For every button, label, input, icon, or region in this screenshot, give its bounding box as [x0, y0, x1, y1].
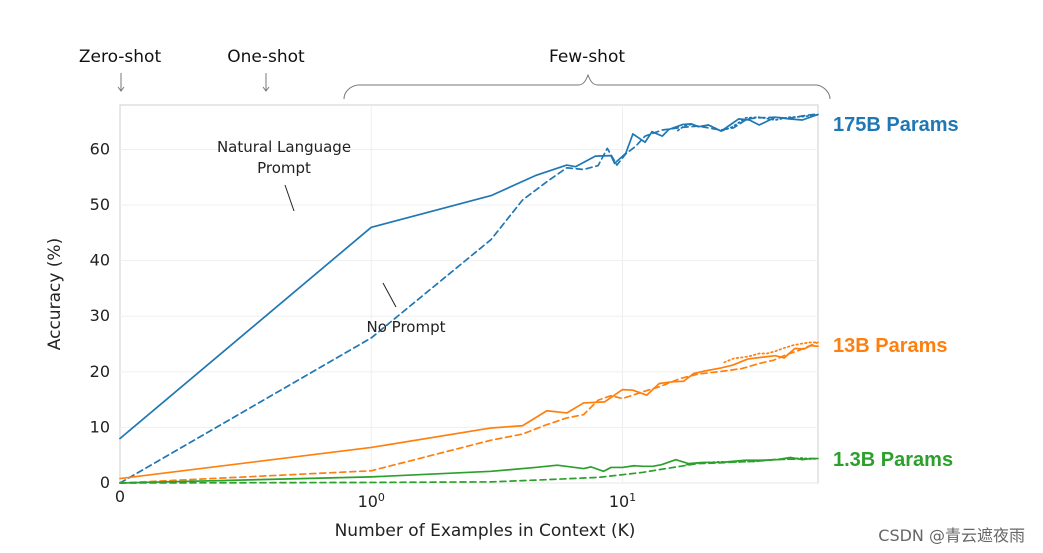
series-line-s175b-solid [119, 113, 819, 440]
series-line-s175b-dashed [119, 113, 819, 484]
y-tick-label: 50 [90, 195, 110, 214]
series-layer [119, 113, 819, 484]
grid-layer [119, 104, 819, 484]
no-prompt-leader [382, 282, 397, 308]
few-shot-label: Few-shot [549, 47, 625, 67]
y-tick-label: 20 [90, 362, 110, 381]
y-tick-label: 60 [90, 139, 110, 158]
series-line-s13b-solid [119, 344, 819, 480]
annotation-layer: Zero-shot One-shot Few-shot Natural Languag… [79, 47, 831, 336]
one-shot-arrow-head [262, 86, 270, 92]
natural-language-prompt-label-line2: Prompt [257, 159, 311, 177]
zero-shot-label: Zero-shot [79, 47, 162, 67]
y-tick-label: 30 [90, 306, 110, 325]
series-label-layer: 175B Params 13B Params 1.3B Params [833, 114, 959, 471]
no-prompt-label: No Prompt [367, 318, 446, 336]
series-line-s1_3b-solid [119, 456, 819, 484]
axis-layer: 0 10 20 30 40 50 60 0 100 101 Number of Examples i… [45, 139, 636, 541]
series-line-s13b-dotted [723, 341, 819, 364]
x-tick-label: 0 [115, 487, 125, 506]
few-shot-brace [343, 73, 831, 100]
y-axis-label: Accuracy (%) [45, 238, 65, 350]
watermark: CSDN @青云遮夜雨 [878, 526, 1025, 545]
x-tick-label: 100 [358, 491, 385, 512]
one-shot-label: One-shot [227, 47, 305, 67]
series-label-13b: 13B Params [833, 335, 948, 357]
natural-language-prompt-leader [284, 184, 295, 212]
x-tick-label: 101 [609, 491, 636, 512]
series-line-s1_3b-dotted [685, 457, 819, 466]
zero-shot-arrow-head [117, 86, 125, 92]
natural-language-prompt-label-line1: Natural Language [217, 138, 351, 156]
y-tick-label: 40 [90, 251, 110, 270]
x-axis-label: Number of Examples in Context (K) [335, 521, 636, 541]
series-line-s175b-dotted [676, 114, 819, 132]
series-line-s13b-dashed [119, 341, 819, 484]
plot-frame [119, 104, 819, 484]
y-tick-label: 10 [90, 417, 110, 436]
y-tick-label: 0 [100, 473, 110, 492]
series-label-175b: 175B Params [833, 114, 959, 136]
series-label-1-3b: 1.3B Params [833, 449, 953, 471]
